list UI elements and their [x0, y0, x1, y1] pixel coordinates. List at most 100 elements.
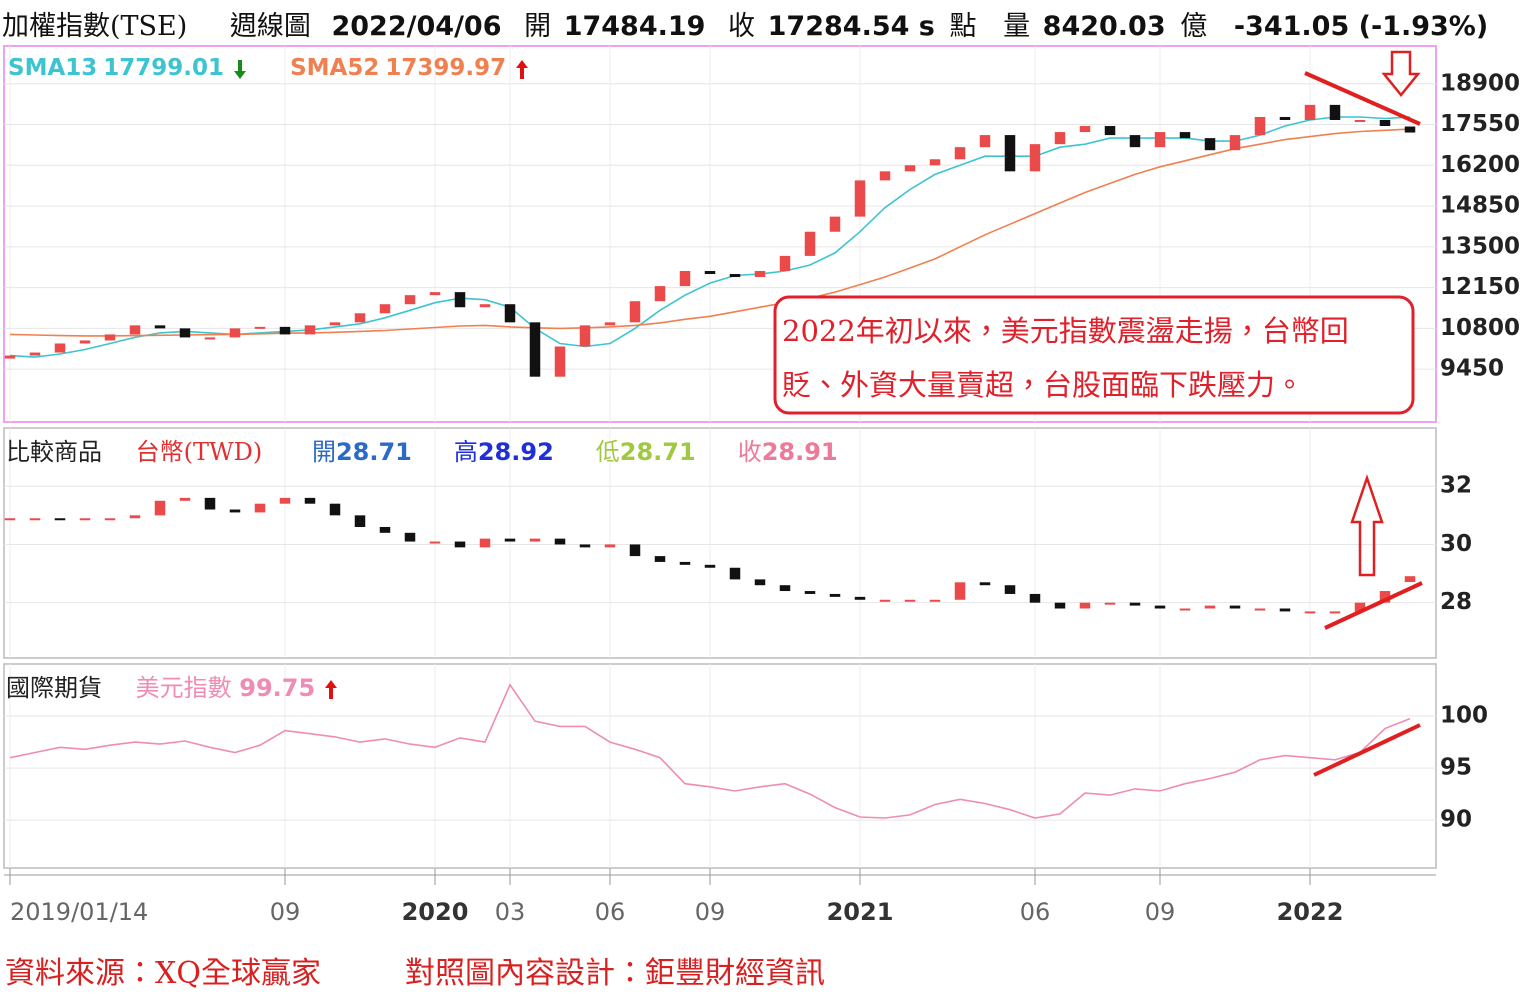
- candle-body: [379, 526, 391, 533]
- candle-body: [679, 561, 691, 565]
- stat-label: 低: [595, 438, 620, 466]
- candle-body: [704, 564, 716, 568]
- candle-body: [1129, 135, 1141, 148]
- up-arrow-icon: [324, 680, 337, 699]
- candle-body: [1254, 116, 1266, 136]
- candle-body: [1029, 593, 1041, 603]
- legend: SMA13 17799.01 SMA52 17399.97: [8, 55, 529, 81]
- candle-body: [1104, 126, 1116, 136]
- header-volume: 8420.03: [1042, 11, 1166, 42]
- candle-body: [129, 325, 141, 335]
- candle-body: [1329, 104, 1341, 120]
- candle-body: [1354, 602, 1366, 612]
- header-change: -341.05 (-1.93%): [1233, 11, 1489, 42]
- candle-body: [454, 541, 466, 548]
- x-tick-label: 2022: [1277, 898, 1344, 926]
- candle-body: [329, 503, 341, 516]
- trend-line: [1313, 723, 1421, 777]
- candle-body: [954, 582, 966, 600]
- candle-body: [154, 500, 166, 516]
- legend-entry: SMA13 17799.01: [8, 55, 224, 81]
- candle-body: [4, 355, 16, 359]
- y-tick-label: 32: [1440, 473, 1472, 499]
- candle-body: [554, 346, 566, 377]
- legend-name: 台幣(TWD): [135, 438, 263, 466]
- candle-body: [129, 515, 141, 519]
- candle-body: [104, 334, 116, 341]
- candle-body: [754, 270, 766, 278]
- candle-body: [254, 326, 266, 329]
- candle-body: [254, 503, 266, 513]
- legend-value: 99.75: [239, 674, 316, 702]
- stat-label: 開: [311, 438, 336, 466]
- trend-marks: [1304, 50, 1423, 777]
- candle-body: [754, 579, 766, 586]
- x-tick-label: 2019/01/14: [10, 898, 148, 926]
- candle-body: [729, 567, 741, 580]
- candle-body: [479, 538, 491, 548]
- stat-value: 28.71: [619, 438, 696, 466]
- y-tick-label: 16200: [1440, 152, 1520, 178]
- legend-name: SMA52: [290, 55, 380, 81]
- trend-line: [1304, 71, 1421, 126]
- candle-body: [1104, 602, 1116, 605]
- annotation: 2022年初以來，美元指數震盪走揚，台幣回 貶、外資大量賣超，台股面臨下跌壓力。: [773, 295, 1415, 415]
- candle-body: [1254, 608, 1266, 611]
- candle-body: [1304, 611, 1316, 614]
- x-tick-label: 03: [495, 898, 526, 926]
- candle-body: [854, 596, 866, 600]
- section-label: 國際期貨: [6, 674, 102, 702]
- candle-body: [229, 509, 241, 513]
- y-tick-label: 17550: [1440, 111, 1520, 137]
- candle-body: [1404, 576, 1416, 583]
- section-label: 比較商品: [6, 438, 102, 466]
- candle-body: [1229, 605, 1241, 609]
- candle-body: [579, 325, 591, 347]
- x-tick-label: 06: [1020, 898, 1051, 926]
- footer-source: 資料來源：XQ全球贏家: [5, 956, 321, 991]
- y-tick-label: 95: [1440, 755, 1472, 781]
- candle-body: [279, 326, 291, 335]
- candle-body: [1154, 605, 1166, 609]
- header: 加權指數(TSE) 週線圖 2022/04/06 開 17484.19 收 17…: [2, 4, 1502, 43]
- candle-body: [404, 295, 416, 305]
- candle-body: [1279, 608, 1291, 612]
- candle-body: [704, 270, 716, 275]
- candle-body: [429, 541, 441, 544]
- panel-frame: [3, 427, 1437, 659]
- stat: 高28.92: [454, 438, 554, 466]
- candle-body: [304, 497, 316, 504]
- candle-body: [1279, 116, 1291, 120]
- candle-body: [979, 135, 991, 148]
- y-tick-label: 10800: [1440, 315, 1520, 341]
- candle-body: [604, 322, 616, 326]
- y-tick-label: 28: [1440, 589, 1472, 615]
- candle-body: [29, 518, 41, 521]
- note-box: [773, 295, 1415, 415]
- candle-body: [1404, 126, 1416, 133]
- x-tick-label: 2020: [402, 898, 469, 926]
- header-title: 加權指數(TSE): [2, 11, 188, 42]
- candle-body: [304, 325, 316, 335]
- header-label: 億: [1180, 11, 1208, 42]
- legend: 比較商品 台幣(TWD) 開28.71 高28.92 低28.71 收28.91: [6, 432, 880, 467]
- candle-body: [354, 515, 366, 527]
- header-date: 2022/04/06: [331, 11, 502, 42]
- x-tick-label: 09: [270, 898, 301, 926]
- y-tick-label: 9450: [1440, 356, 1504, 382]
- candle-body: [504, 538, 516, 542]
- up-arrow-icon: [516, 59, 529, 79]
- candle-body: [1229, 135, 1241, 151]
- candle-body: [979, 582, 991, 586]
- candle-body: [1054, 602, 1066, 609]
- stat-label: 收: [737, 438, 762, 466]
- down-arrow-icon: [234, 59, 247, 79]
- candle-body: [1204, 138, 1216, 151]
- candle-body: [1129, 602, 1141, 606]
- candle-body: [29, 352, 41, 356]
- panel-frame: [3, 45, 1437, 423]
- candle-body: [1154, 132, 1166, 148]
- candle-body: [529, 538, 541, 542]
- candle-body: [79, 518, 91, 521]
- candle-body: [329, 322, 341, 326]
